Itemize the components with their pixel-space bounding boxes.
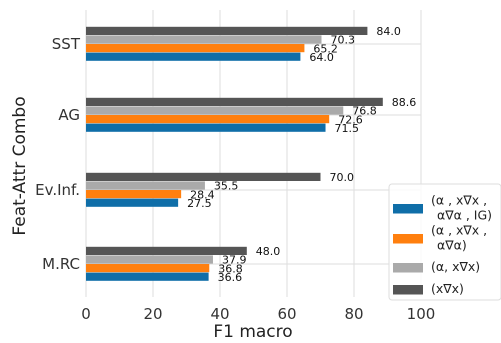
bar bbox=[86, 44, 305, 53]
data-label: 76.8 bbox=[352, 105, 377, 118]
data-label: 28.4 bbox=[190, 188, 215, 201]
x-tick-label: 100 bbox=[407, 305, 436, 323]
bar bbox=[86, 26, 368, 35]
legend-label: (α , x∇x , bbox=[431, 193, 487, 208]
y-tick-label: M.RC bbox=[42, 255, 80, 273]
y-tick-label: SST bbox=[52, 35, 81, 53]
y-tick-label: AG bbox=[58, 106, 80, 124]
bar bbox=[86, 198, 179, 207]
bar bbox=[86, 52, 301, 61]
bar bbox=[86, 123, 326, 132]
y-axis-ticks: SST AG Ev.Inf. M.RC bbox=[35, 35, 81, 273]
bar bbox=[86, 181, 205, 190]
bar bbox=[86, 246, 247, 255]
data-label: 88.6 bbox=[392, 96, 417, 109]
x-tick-label: 20 bbox=[143, 305, 162, 323]
legend-swatch bbox=[393, 263, 423, 273]
legend-label: (x∇x) bbox=[431, 281, 464, 296]
legend-label: (α, x∇x) bbox=[431, 259, 480, 274]
data-label: 65.2 bbox=[313, 42, 338, 55]
data-label: 70.0 bbox=[330, 171, 355, 184]
data-label: 72.6 bbox=[338, 113, 363, 126]
legend-label: α∇α , IG) bbox=[437, 208, 492, 223]
data-label: 84.0 bbox=[376, 25, 401, 38]
x-tick-label: 60 bbox=[277, 305, 296, 323]
data-label: 27.5 bbox=[187, 197, 212, 210]
legend-swatch bbox=[393, 204, 423, 214]
legend-swatch bbox=[393, 285, 423, 295]
data-label: 36.8 bbox=[218, 262, 243, 275]
x-tick-label: 40 bbox=[210, 305, 229, 323]
bar bbox=[86, 172, 321, 181]
legend: (α , x∇x ,α∇α , IG)(α , x∇x ,α∇α)(α, x∇x… bbox=[388, 183, 501, 301]
bar bbox=[86, 255, 213, 264]
data-labels: 64.065.270.3 84.0 71.572.676.8 88.6 27.528.4… bbox=[187, 25, 416, 284]
data-label: 70.3 bbox=[331, 34, 356, 47]
y-axis-title: Feat-Attr Combo bbox=[10, 96, 30, 235]
bar bbox=[86, 106, 344, 115]
legend-swatch bbox=[393, 234, 423, 244]
x-axis-title: F1 macro bbox=[213, 322, 292, 342]
bar bbox=[86, 97, 383, 106]
data-label: 71.5 bbox=[335, 122, 360, 135]
legend-label: (α , x∇x , bbox=[431, 223, 487, 238]
bar bbox=[86, 264, 210, 273]
bar bbox=[86, 35, 322, 44]
bars bbox=[86, 26, 383, 281]
data-label: 35.5 bbox=[214, 180, 239, 193]
x-tick-label: 80 bbox=[344, 305, 363, 323]
legend-label: α∇α) bbox=[437, 238, 467, 253]
data-label: 37.9 bbox=[222, 254, 247, 267]
data-label: 64.0 bbox=[309, 51, 334, 64]
x-tick-label: 0 bbox=[81, 305, 91, 323]
data-label: 36.6 bbox=[218, 271, 243, 284]
data-label: 48.0 bbox=[256, 245, 280, 258]
bar bbox=[86, 190, 182, 199]
bar bbox=[86, 115, 330, 124]
y-tick-label: Ev.Inf. bbox=[35, 181, 80, 199]
x-axis-ticks: 0 20 40 60 80 100 bbox=[81, 305, 435, 323]
bar bbox=[86, 272, 209, 281]
